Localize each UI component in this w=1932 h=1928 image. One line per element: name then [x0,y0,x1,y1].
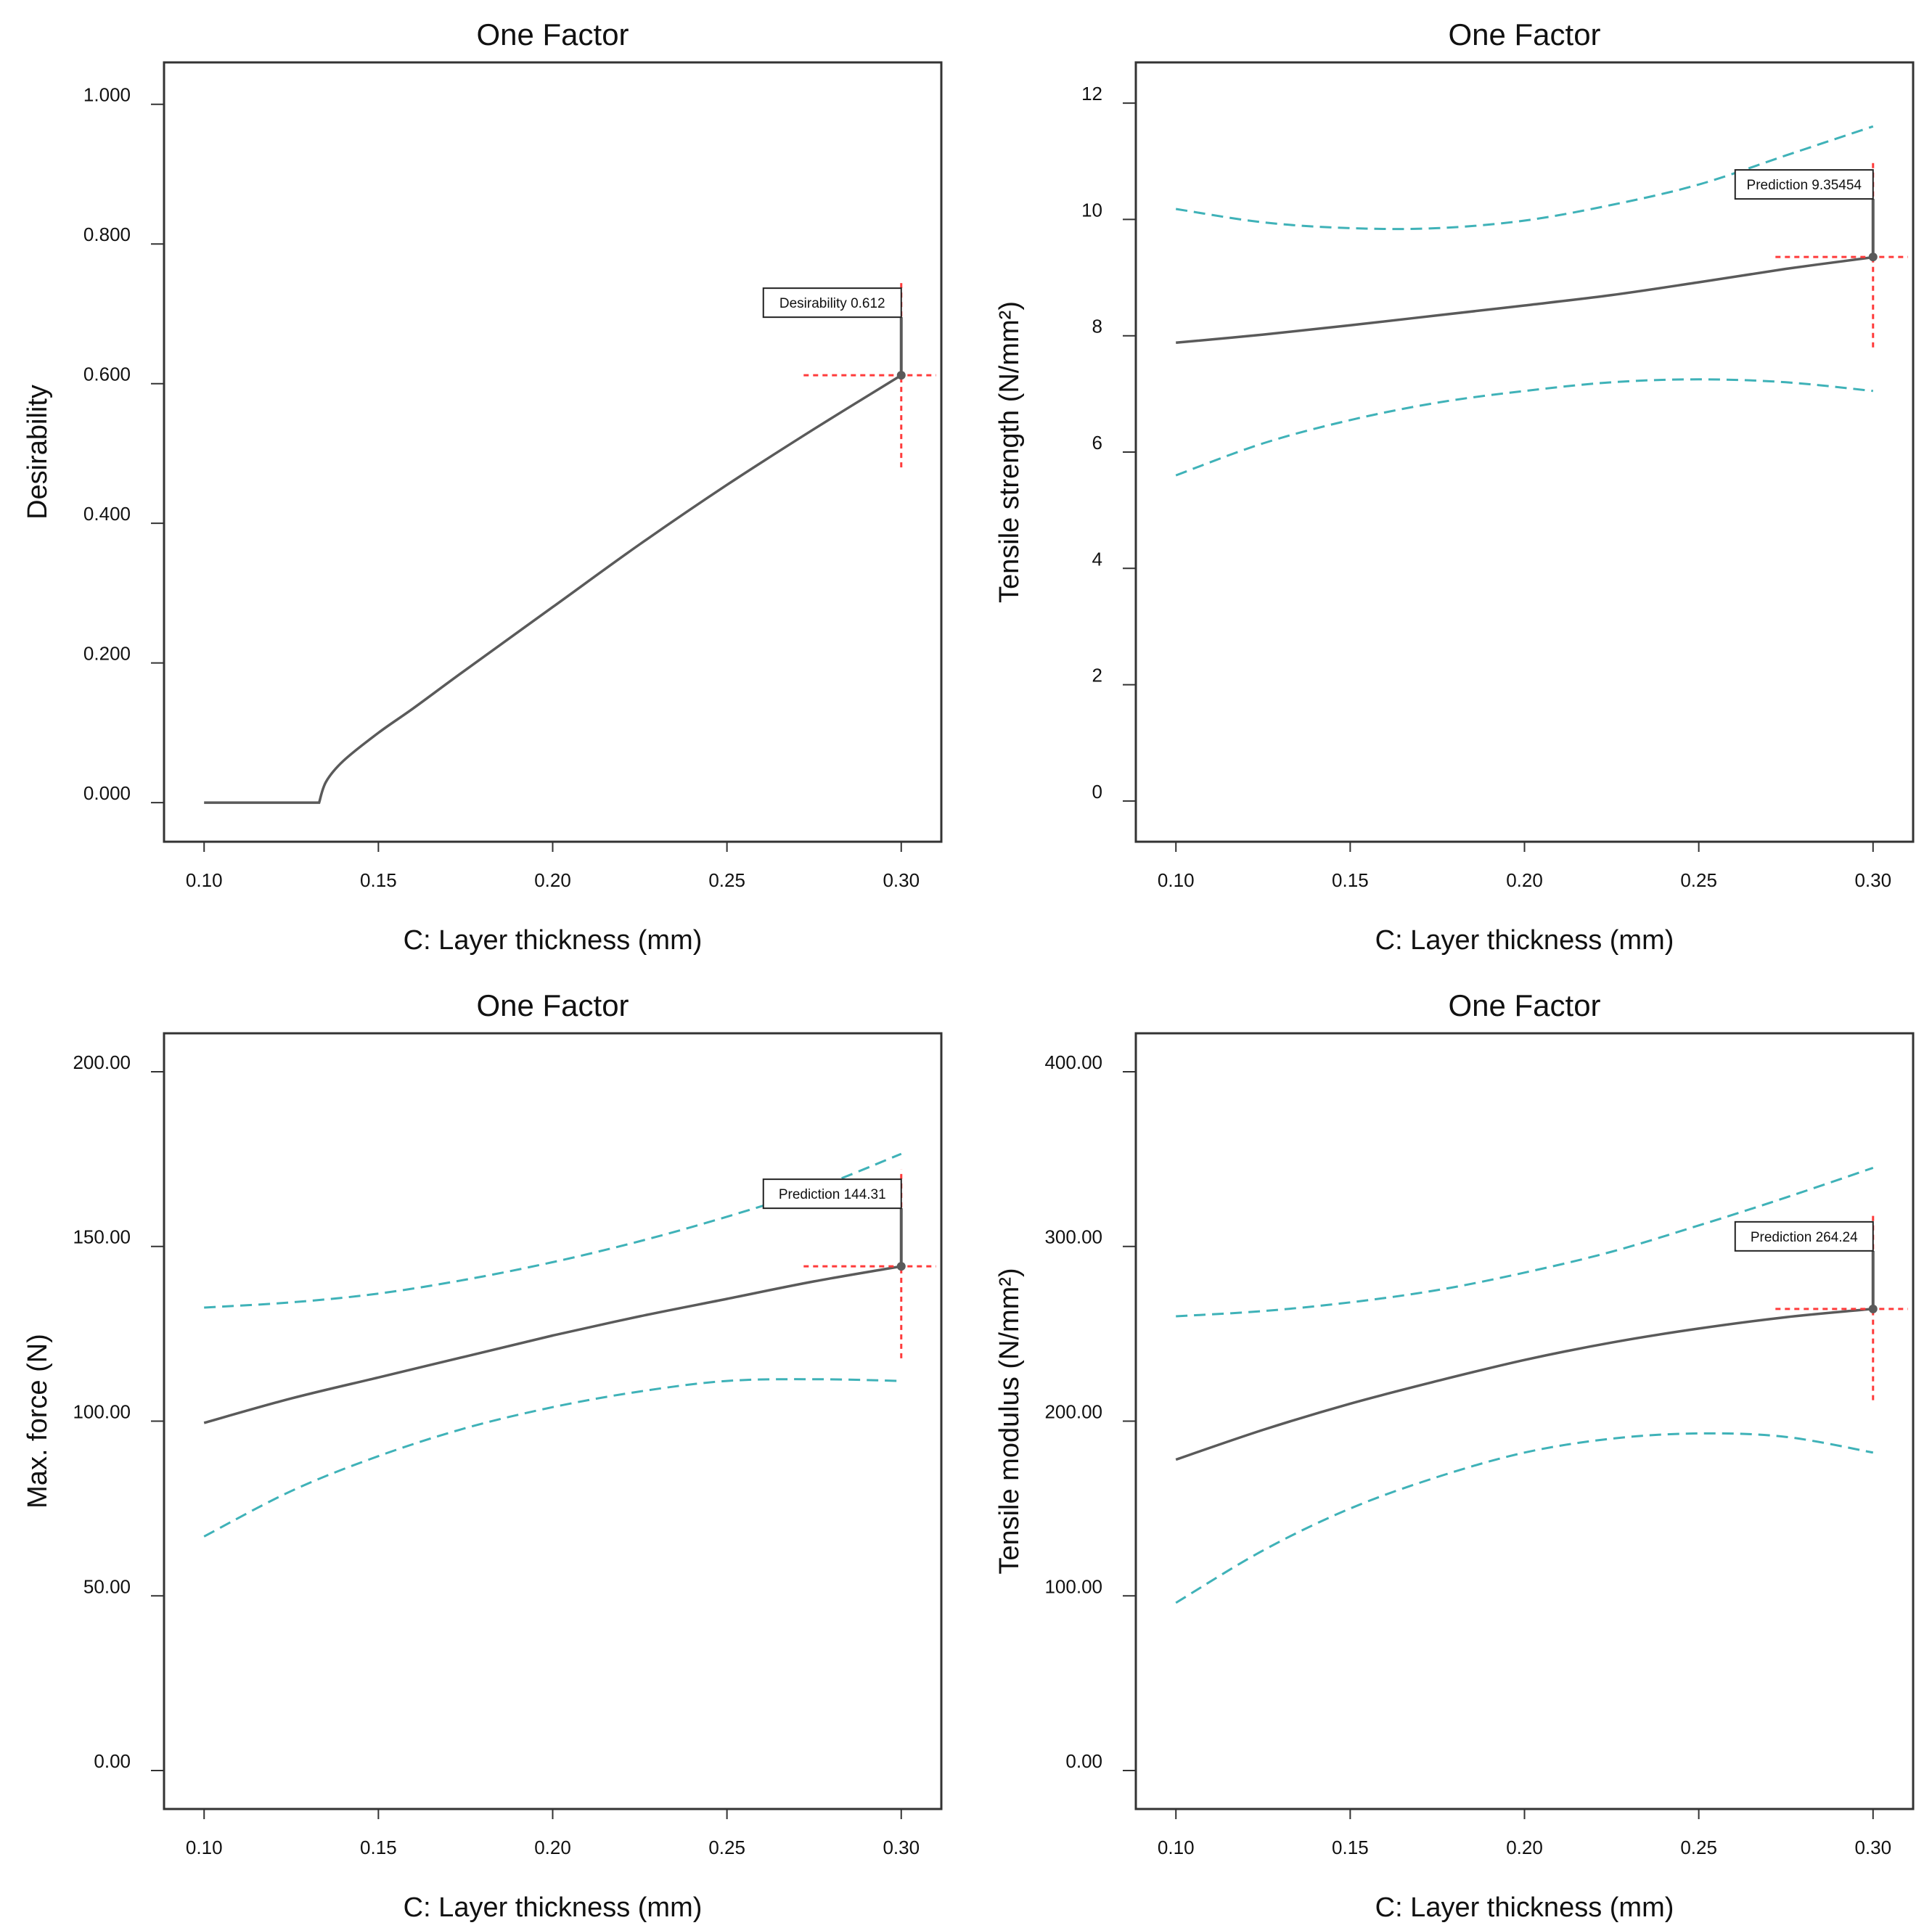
y-axis-label: Tensile modulus (N/mm²) [994,1268,1025,1574]
y-tick-label: 1.000 [83,84,131,106]
lower-ci-line [1175,378,1873,477]
upper-ci-line [1176,1166,1874,1318]
y-tick-label: 200.00 [1044,1401,1102,1423]
y-tick-label: 6 [1092,432,1102,454]
x-tick-label: 0.10 [1158,1837,1195,1858]
plot-frame [163,1032,943,1810]
chart-panel-2: One Factor C: Layer thickness (mm) Tensile… [994,17,1915,956]
x-axis-label: C: Layer thickness (mm) [404,1892,703,1923]
prediction-label-box [1734,169,1874,200]
y-tick-label: 150.00 [73,1226,131,1248]
y-tick-label: 50.00 [83,1575,131,1597]
y-tick-label: 100.00 [73,1401,131,1423]
x-tick-label: 0.15 [1332,1837,1369,1858]
lower-ci-line [203,1378,901,1538]
prediction-label: Desirability 0.612 [779,296,885,311]
x-tick-label: 0.20 [1506,1837,1543,1858]
x-tick-label: 0.25 [1680,869,1717,891]
y-tick-label: 0.400 [83,503,131,525]
chart-title: One Factor [476,17,629,52]
prediction-point [1868,253,1878,262]
prediction-point [896,1262,906,1271]
upper-ci-line [204,1152,902,1309]
fit-line [203,1265,902,1424]
chart-title: One Factor [476,988,629,1022]
plot-frame [163,61,943,843]
plot-frame [1134,1032,1915,1810]
chart-panel-1: One Factor C: Layer thickness (mm) Desirab… [22,17,943,956]
x-tick-label: 0.15 [360,869,397,891]
upper-ci-line [1175,125,1874,231]
y-tick-label: 0.600 [83,364,131,385]
y-tick-label: 0.00 [94,1750,131,1772]
x-axis-label: C: Layer thickness (mm) [404,925,703,956]
y-tick-label: 300.00 [1044,1226,1102,1248]
y-tick-label: 200.00 [73,1051,131,1073]
y-axis-label: Desirability [22,385,53,520]
fit-line [1176,255,1874,345]
chart-panel-4: One Factor C: Layer thickness (mm) Tensile… [994,988,1915,1923]
y-tick-label: 12 [1081,83,1102,104]
prediction-label: Prediction 9.35454 [1747,178,1862,193]
prediction-label-box [762,287,902,319]
x-tick-label: 0.20 [534,869,571,891]
y-tick-label: 10 [1081,199,1102,221]
x-tick-label: 0.30 [1854,1837,1891,1858]
y-tick-label: 2 [1092,665,1102,686]
x-tick-label: 0.20 [534,1837,571,1858]
prediction-label-box [762,1178,902,1210]
x-tick-label: 0.15 [1332,869,1369,891]
x-tick-label: 0.25 [1680,1837,1717,1858]
y-axis-label: Max. force (N) [22,1334,53,1509]
x-tick-label: 0.10 [186,1837,223,1858]
y-tick-label: 400.00 [1044,1051,1102,1073]
x-tick-label: 0.10 [1158,869,1195,891]
y-tick-label: 8 [1092,316,1102,337]
x-axis-label: C: Layer thickness (mm) [1375,925,1674,956]
prediction-point [896,371,906,380]
chart-title: One Factor [1448,17,1600,52]
y-axis-label: Tensile strength (N/mm²) [994,301,1025,603]
lower-ci-line [1175,1432,1874,1604]
x-tick-label: 0.25 [708,1837,745,1858]
y-tick-label: 100.00 [1044,1575,1102,1597]
chart-title: One Factor [1448,988,1600,1022]
x-tick-label: 0.30 [883,1837,920,1858]
y-tick-label: 4 [1092,548,1102,570]
prediction-label: Prediction 264.24 [1751,1230,1858,1245]
y-tick-label: 0.00 [1065,1750,1102,1772]
x-tick-label: 0.25 [708,869,745,891]
fit-line [204,374,902,804]
prediction-point [1868,1304,1878,1313]
prediction-label-box [1734,1221,1874,1252]
x-tick-label: 0.30 [883,869,920,891]
x-tick-label: 0.10 [186,869,223,891]
y-tick-label: 0.200 [83,643,131,665]
y-tick-label: 0 [1092,781,1102,803]
y-tick-label: 0.000 [83,782,131,804]
y-tick-label: 0.800 [83,223,131,245]
prediction-label: Prediction 144.31 [779,1187,886,1202]
x-tick-label: 0.20 [1506,869,1543,891]
x-tick-label: 0.15 [360,1837,397,1858]
chart-panel-3: One Factor C: Layer thickness (mm) Max. fo… [22,988,943,1923]
fit-line [1175,1308,1873,1461]
x-axis-label: C: Layer thickness (mm) [1375,1892,1674,1923]
x-tick-label: 0.30 [1854,869,1891,891]
